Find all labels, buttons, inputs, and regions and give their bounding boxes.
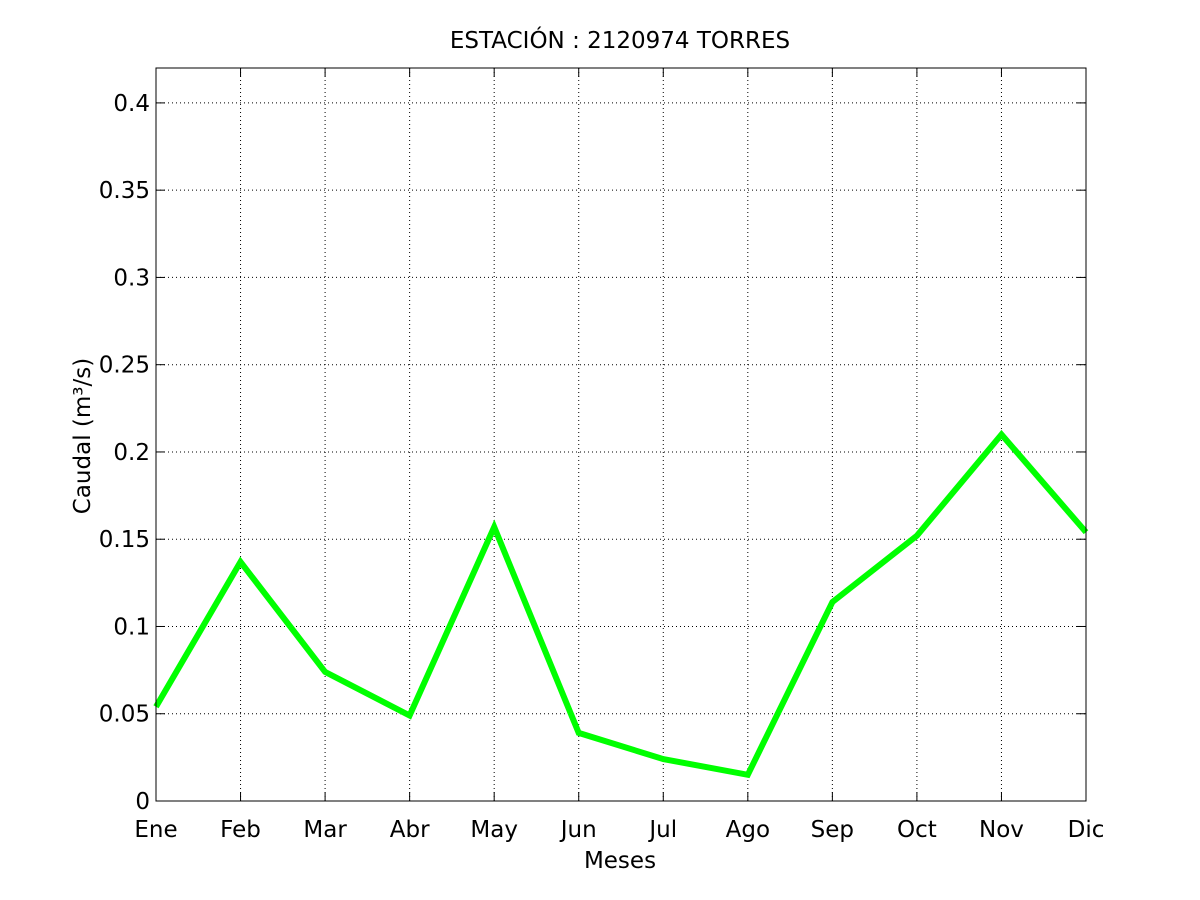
y-tick-label: 0.4 (113, 91, 150, 117)
x-tick-label: Mar (303, 817, 347, 843)
x-tick-label: Jun (559, 817, 597, 843)
x-tick-label: Feb (220, 817, 261, 843)
data-point (493, 526, 495, 528)
data-point (578, 732, 580, 734)
x-tick-label: Abr (390, 817, 430, 843)
data-point (747, 774, 749, 776)
x-tick-label: Ago (726, 817, 770, 843)
y-tick-label: 0.3 (113, 265, 150, 291)
y-tick-label: 0 (135, 789, 150, 815)
grid (156, 68, 1086, 801)
y-tick-label: 0.35 (99, 178, 150, 204)
data-point (409, 714, 411, 716)
y-tick-label: 0.05 (99, 702, 150, 728)
x-tick-label: Dic (1068, 817, 1105, 843)
x-tick-label: Nov (979, 817, 1024, 843)
x-tick-label: Sep (811, 817, 854, 843)
x-axis-title: Meses (584, 848, 656, 874)
y-tick-label: 0.1 (113, 614, 150, 640)
y-axis-title: Caudal (m³/s) (70, 358, 96, 514)
x-tick-label: Ene (134, 817, 177, 843)
x-tick-label: May (470, 817, 518, 843)
plot-area (156, 68, 1086, 801)
data-point (831, 601, 833, 603)
chart-title: ESTACIÓN : 2120974 TORRES (450, 26, 790, 54)
data-point (662, 758, 664, 760)
data-point (1000, 434, 1002, 435)
y-tick-label: 0.15 (99, 527, 150, 553)
x-tick-label: Oct (897, 817, 937, 843)
tick-labels: Ene Feb Mar Abr May Jun Jul Ago Sep Oct Nov Dic 0 0.0… (99, 91, 1105, 843)
series-layer (153, 429, 1089, 779)
data-point (240, 561, 242, 563)
y-tick-label: 0.25 (99, 353, 150, 379)
x-tick-label: Jul (647, 817, 677, 843)
series-line (153, 429, 1089, 779)
axes-box (155, 67, 1087, 802)
y-tick-label: 0.2 (113, 440, 150, 466)
data-point (916, 535, 918, 537)
data-point (324, 671, 326, 673)
ticks (155, 68, 1087, 802)
